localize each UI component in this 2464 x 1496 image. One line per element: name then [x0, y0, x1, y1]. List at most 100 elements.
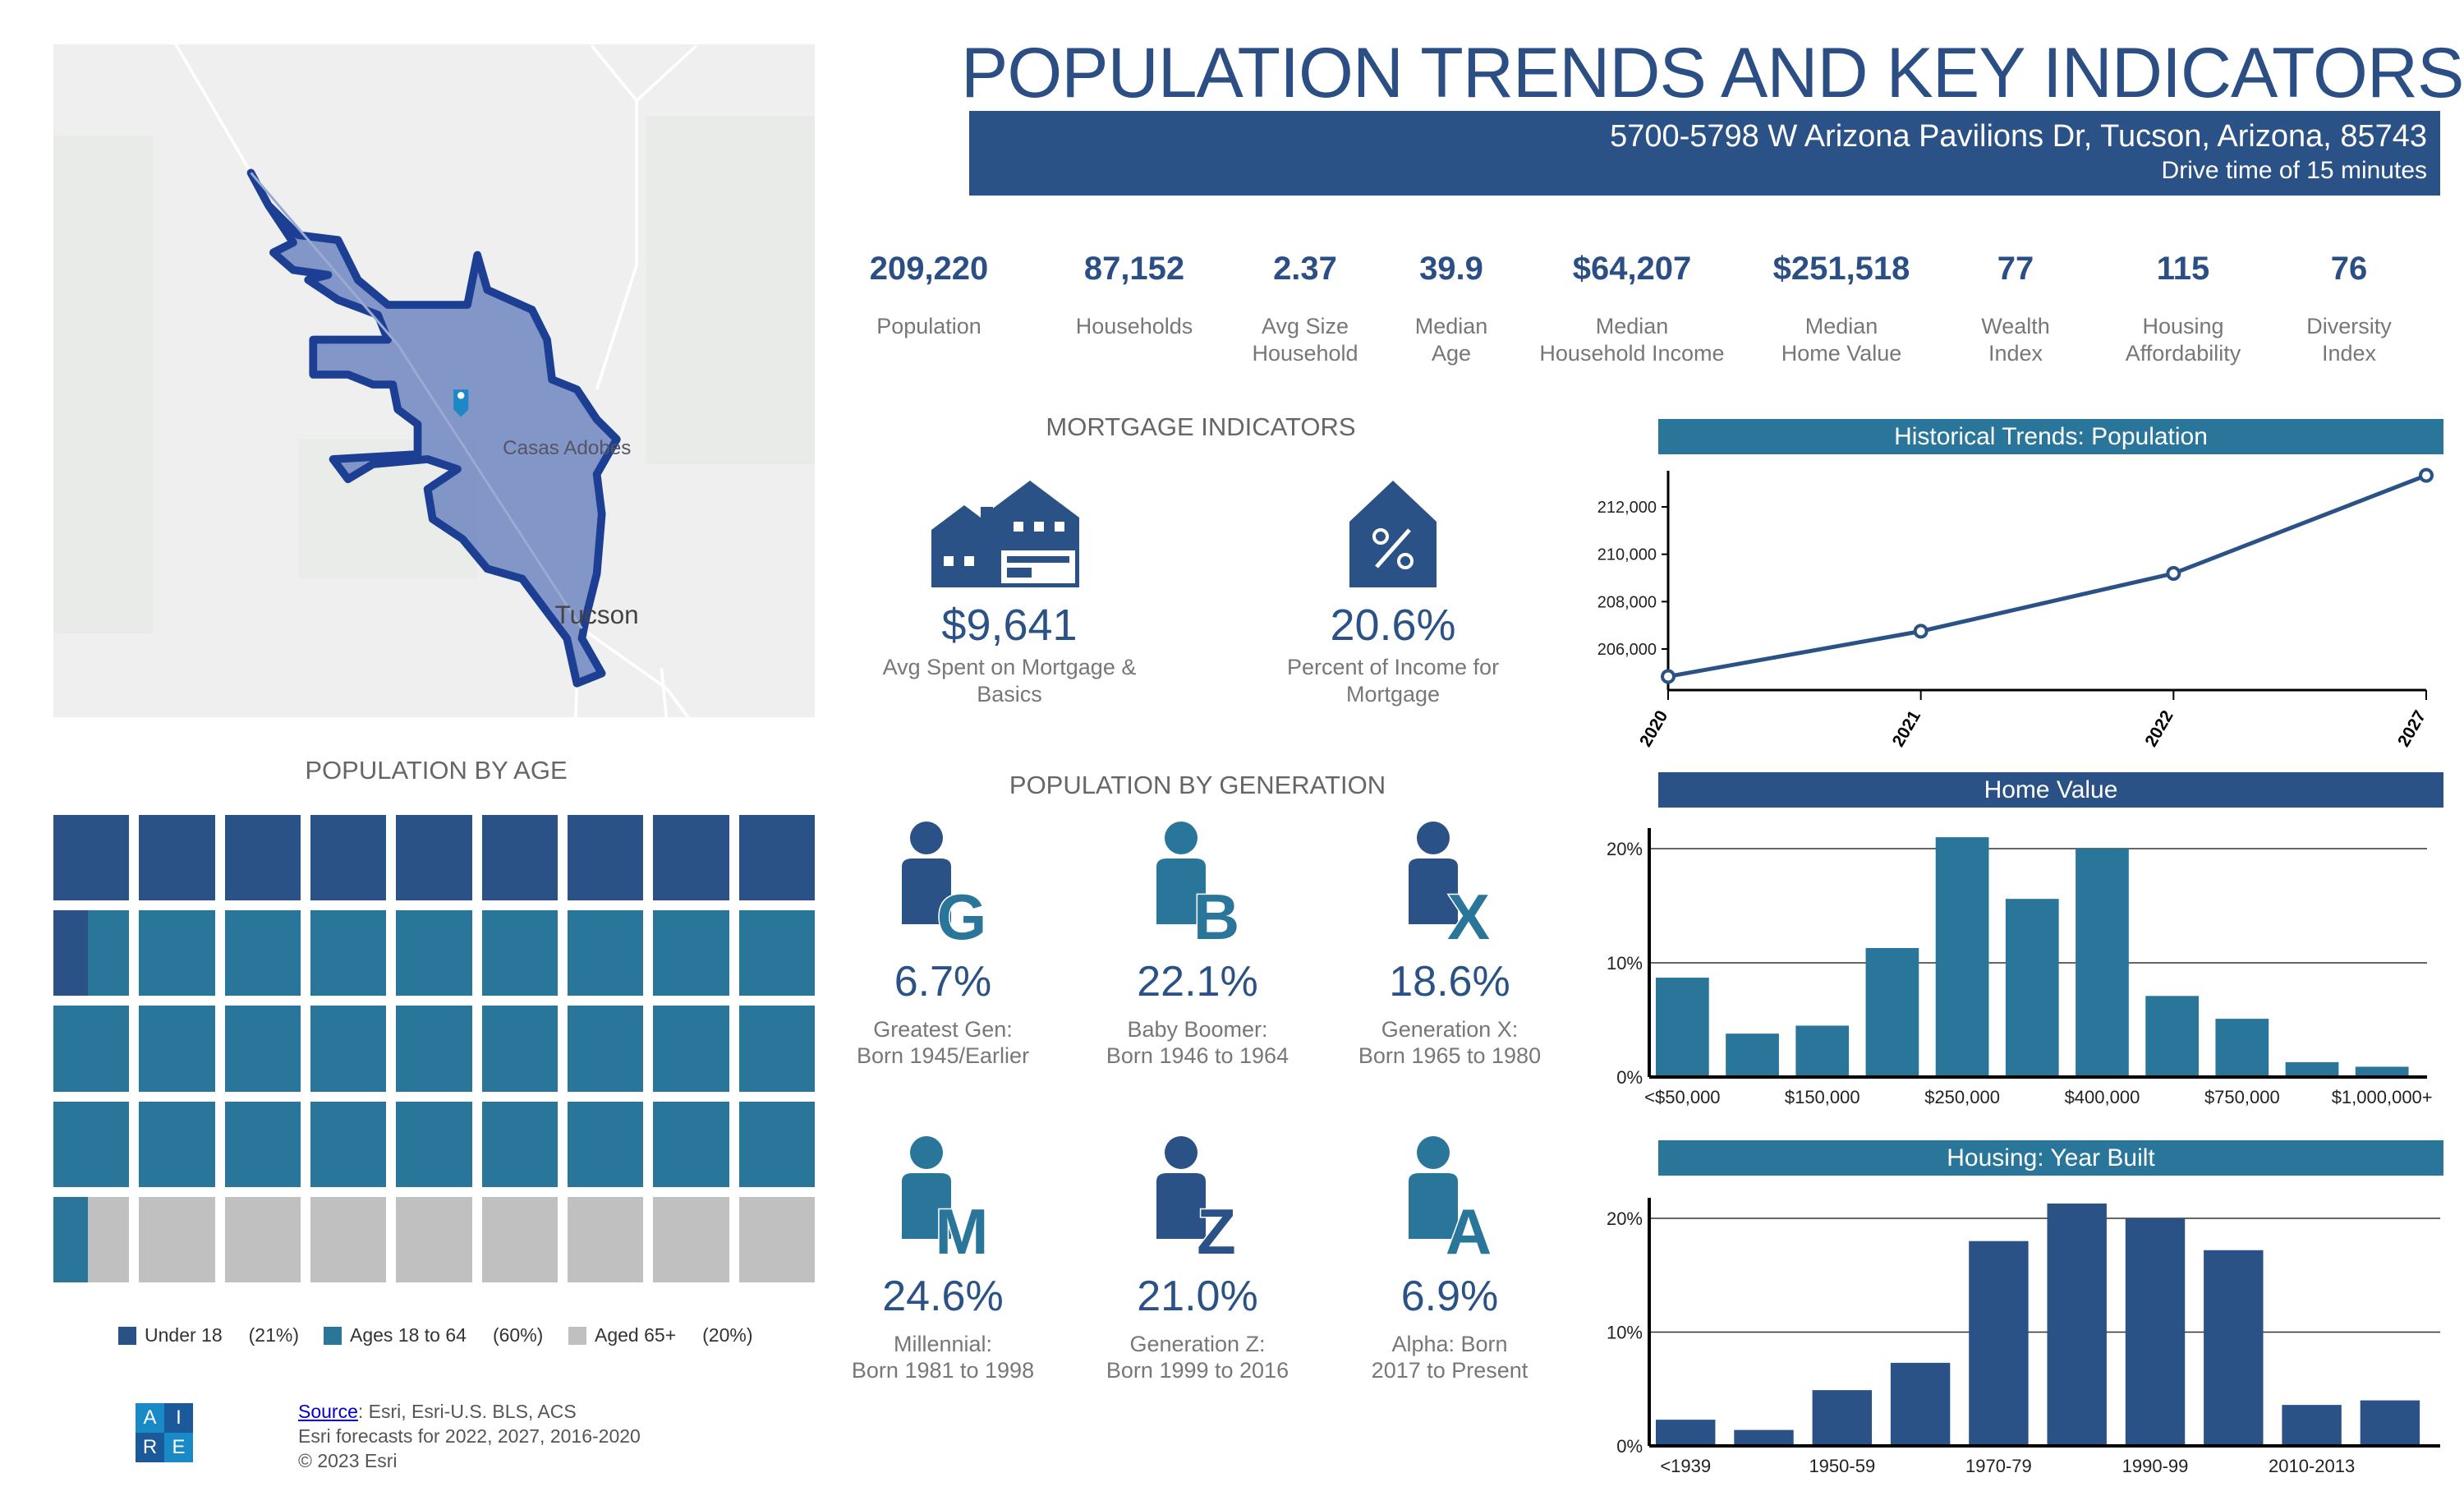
- bar[interactable]: [2282, 1405, 2342, 1446]
- waffle-cell: [310, 815, 387, 901]
- bar[interactable]: [2005, 899, 2059, 1077]
- page-title: POPULATION TRENDS AND KEY INDICATORS: [961, 34, 2464, 113]
- kpi-label: Housing Affordability: [2076, 313, 2290, 367]
- waffle-fill: [568, 1101, 644, 1187]
- waffle-fill: [653, 1101, 729, 1187]
- generation-label-line: Baby Boomer:: [1127, 1017, 1268, 1042]
- bar[interactable]: [1890, 1362, 1951, 1446]
- generation-letter: M: [935, 1195, 989, 1268]
- bar[interactable]: [2360, 1400, 2420, 1446]
- kpi-5: $251,518 Median Home Value: [1735, 251, 1948, 367]
- bar[interactable]: [2355, 1066, 2409, 1077]
- waffle-cell: [396, 815, 472, 901]
- bar[interactable]: [1726, 1033, 1779, 1077]
- generation-value: 6.7%: [894, 958, 992, 1006]
- drive-time-map[interactable]: Casas Adobes Tucson: [53, 39, 816, 809]
- generation-letter: B: [1193, 881, 1239, 953]
- y-tick-label: 206,000: [1597, 641, 1657, 659]
- waffle-fill: [224, 1006, 301, 1092]
- legend-swatch: [324, 1326, 342, 1345]
- waffle-fill: [568, 815, 644, 901]
- kpi-value: $251,518: [1772, 251, 1910, 287]
- kpi-8: 76 Diversity Index: [2242, 251, 2456, 367]
- bar[interactable]: [1656, 978, 1709, 1077]
- waffle-fill: [396, 1006, 472, 1092]
- bar[interactable]: [1969, 1241, 2029, 1446]
- kpi-label-line: Median: [1595, 314, 1669, 338]
- house-percent-icon: [1349, 481, 1437, 587]
- legend-label: Aged 65+: [595, 1324, 677, 1346]
- waffle-fill: [396, 815, 472, 901]
- waffle-fill: [139, 815, 215, 901]
- trend-point[interactable]: [1913, 624, 1928, 639]
- bar[interactable]: [2285, 1061, 2339, 1077]
- mortgage-avg-value: $9,641: [941, 601, 1078, 650]
- legend-item: Aged 65+ (20%): [568, 1324, 752, 1346]
- generation-item: B 22.1% Baby Boomer: Born 1946 to 1964: [1070, 817, 1325, 1069]
- bar[interactable]: [2125, 1218, 2186, 1446]
- generation-letter: G: [937, 881, 987, 953]
- generation-label-line: Born 1981 to 1998: [851, 1358, 1035, 1383]
- bar[interactable]: [2047, 1203, 2107, 1446]
- bar[interactable]: [1734, 1429, 1794, 1446]
- x-tick-label: 1990-99: [2122, 1456, 2189, 1476]
- bar[interactable]: [1865, 947, 1919, 1077]
- kpi-value: $64,207: [1572, 251, 1692, 287]
- waffle-fill: [738, 1101, 815, 1187]
- legend-item: Ages 18 to 64 (60%): [324, 1324, 543, 1346]
- bar[interactable]: [2076, 849, 2129, 1077]
- drive-time: Drive time of 15 minutes: [2161, 157, 2427, 184]
- waffle-cell: [481, 910, 558, 997]
- waffle-cell: [653, 1101, 729, 1187]
- kpi-3: 39.9 Median Age: [1345, 251, 1558, 367]
- bar[interactable]: [1795, 1025, 1850, 1077]
- generation-item: Z 21.0% Generation Z: Born 1999 to 2016: [1070, 1132, 1325, 1383]
- waffle-fill: [568, 910, 644, 997]
- waffle-fill: [139, 1101, 215, 1187]
- generation-value: 6.9%: [1400, 1273, 1499, 1320]
- source-link[interactable]: Source: [298, 1401, 358, 1422]
- kpi-label: Median Home Value: [1735, 313, 1948, 367]
- mortgage-avg-label-2: Basics: [977, 682, 1042, 707]
- person-b-icon: B: [1156, 822, 1241, 955]
- waffle-fill: [87, 910, 130, 997]
- bar[interactable]: [1935, 837, 1989, 1077]
- trend-chart-header: Historical Trends: Population: [1658, 419, 2443, 454]
- map-pin-icon[interactable]: [453, 389, 469, 417]
- logo-letter: R: [136, 1433, 164, 1462]
- waffle-cell: [53, 1196, 130, 1282]
- kpi-label: Households: [1027, 313, 1241, 340]
- generation-label: Alpha: Born 2017 to Present: [1322, 1331, 1577, 1383]
- x-tick-label: 2021: [1889, 707, 1924, 750]
- waffle-cell: [653, 910, 729, 997]
- bar[interactable]: [2204, 1250, 2264, 1446]
- waffle-fill: [396, 1196, 472, 1282]
- waffle-cell: [738, 1006, 815, 1092]
- forecast-note: Esri forecasts for 2022, 2027, 2016-2020: [298, 1425, 641, 1447]
- age-heading: POPULATION BY AGE: [305, 756, 568, 785]
- copyright: © 2023 Esri: [298, 1450, 398, 1471]
- waffle-cell: [396, 1006, 472, 1092]
- waffle-cell: [224, 815, 301, 901]
- generation-heading: POPULATION BY GENERATION: [1009, 771, 1386, 799]
- kpi-4: $64,207 Median Household Income: [1525, 251, 1739, 367]
- trend-point[interactable]: [1661, 669, 1676, 684]
- logo-letter: A: [136, 1403, 164, 1433]
- bar[interactable]: [1812, 1390, 1873, 1446]
- generation-label-line: Born 1999 to 2016: [1106, 1358, 1289, 1383]
- generation-label-line: Born 1945/Earlier: [856, 1043, 1030, 1068]
- waffle-cell: [396, 1101, 472, 1187]
- person-z-icon: Z: [1156, 1136, 1237, 1269]
- bar[interactable]: [2145, 996, 2200, 1077]
- waffle-fill: [310, 1196, 387, 1282]
- waffle-fill: [653, 1006, 729, 1092]
- bar[interactable]: [1656, 1420, 1716, 1446]
- trend-point[interactable]: [2166, 566, 2181, 582]
- x-tick-label: 2027: [2394, 707, 2430, 750]
- x-tick-label: 2010-2013: [2269, 1456, 2355, 1476]
- trend-point[interactable]: [2419, 467, 2434, 483]
- bar[interactable]: [2215, 1019, 2269, 1077]
- waffle-cell: [568, 1006, 644, 1092]
- mortgage-heading: MORTGAGE INDICATORS: [1046, 412, 1356, 441]
- x-tick-label: <$50,000: [1644, 1087, 1720, 1107]
